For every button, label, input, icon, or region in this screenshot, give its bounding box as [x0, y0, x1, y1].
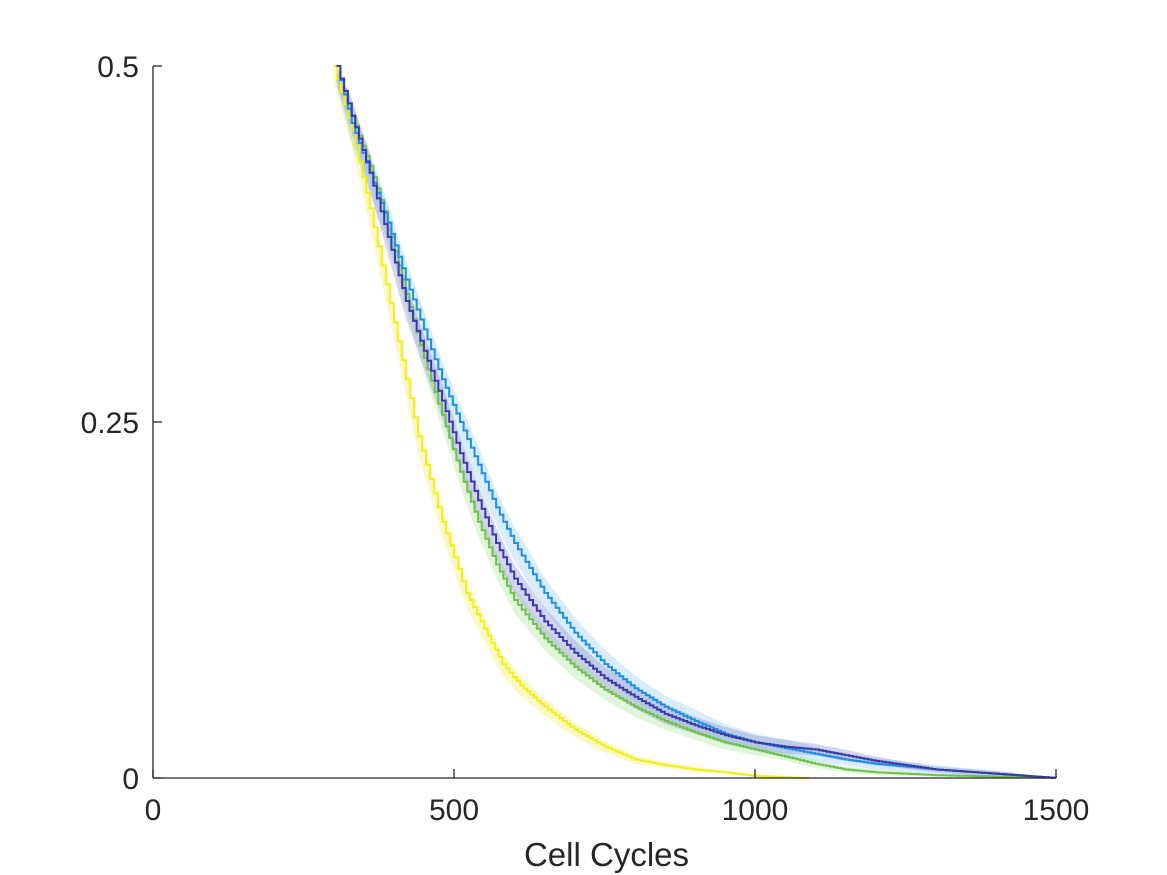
- series-lines: [333, 65, 1057, 779]
- series-line-2: [336, 65, 1057, 779]
- x-tick-label: 0: [145, 794, 162, 827]
- y-tick-label: 0.25: [81, 407, 139, 440]
- series-line-1: [333, 65, 811, 779]
- y-tick-label: 0: [122, 763, 139, 796]
- axis-ticks: 0 500 1000 1500 0 0.25 0.5: [81, 51, 1090, 827]
- confidence-bands: [333, 66, 1057, 778]
- x-tick-label: 1000: [722, 794, 789, 827]
- confidence-band-4: [336, 66, 1057, 778]
- x-tick-label: 500: [429, 794, 479, 827]
- y-tick-label: 0.5: [97, 51, 139, 84]
- series-line-4: [336, 65, 1057, 779]
- x-tick-label: 1500: [1023, 794, 1090, 827]
- x-axis-label: Cell Cycles: [524, 836, 689, 873]
